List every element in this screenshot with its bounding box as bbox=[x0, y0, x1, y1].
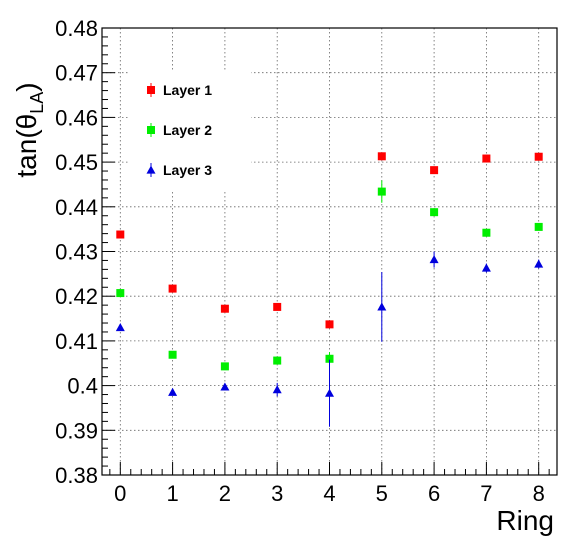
legend-label: Layer 3 bbox=[163, 162, 212, 178]
x-tick-label: 4 bbox=[323, 481, 335, 506]
data-point bbox=[168, 350, 177, 359]
data-point bbox=[116, 230, 125, 239]
data-point bbox=[534, 152, 543, 161]
axes: 0 1 2 3 4 5 6 7 8 0.38 0.39 0.4 0.41 0.42 0.43 0.44 0.45… bbox=[55, 16, 550, 506]
series-layer bbox=[115, 152, 544, 427]
data-point bbox=[220, 304, 229, 313]
y-tick-label: 0.44 bbox=[55, 195, 98, 220]
data-point bbox=[482, 228, 491, 237]
series-2 bbox=[116, 180, 543, 371]
y-tick-label: 0.38 bbox=[55, 463, 98, 488]
y-axis-title: tan(θLA) bbox=[11, 82, 47, 177]
data-point bbox=[534, 222, 543, 231]
y-axis-title-sub: LA bbox=[27, 92, 47, 114]
x-tick-label: 3 bbox=[271, 481, 283, 506]
x-tick-label: 1 bbox=[166, 481, 178, 506]
data-point bbox=[115, 322, 125, 332]
data-point bbox=[116, 289, 125, 298]
data-point bbox=[325, 320, 334, 329]
data-point bbox=[272, 385, 282, 394]
legend-label: Layer 1 bbox=[163, 82, 212, 98]
data-point bbox=[168, 284, 177, 293]
data-point bbox=[482, 154, 491, 163]
y-tick-label: 0.46 bbox=[55, 105, 98, 130]
x-tick-label: 2 bbox=[219, 481, 231, 506]
data-point bbox=[481, 263, 491, 272]
x-tick-label: 0 bbox=[114, 481, 126, 506]
data-point bbox=[429, 255, 439, 264]
series-1 bbox=[116, 152, 543, 329]
y-tick-label: 0.39 bbox=[55, 418, 98, 443]
y-tick-label: 0.45 bbox=[55, 150, 98, 175]
data-point bbox=[220, 382, 230, 391]
data-point bbox=[377, 152, 386, 161]
legend-label: Layer 2 bbox=[163, 122, 212, 138]
y-tick-label: 0.47 bbox=[55, 61, 98, 86]
y-axis-title-close: ) bbox=[11, 82, 42, 91]
series-3 bbox=[115, 251, 544, 427]
data-point bbox=[325, 388, 334, 397]
data-point bbox=[220, 362, 229, 371]
data-point bbox=[430, 166, 439, 175]
x-tick-label: 7 bbox=[480, 481, 492, 506]
data-point bbox=[377, 187, 386, 196]
y-axis-title-main: tan(θ bbox=[11, 114, 42, 178]
data-point bbox=[325, 354, 334, 363]
data-point bbox=[534, 259, 544, 268]
y-tick-label: 0.41 bbox=[55, 329, 98, 354]
data-point bbox=[430, 208, 439, 217]
data-point bbox=[168, 387, 178, 396]
x-tick-label: 6 bbox=[428, 481, 440, 506]
y-tick-label: 0.48 bbox=[55, 16, 98, 41]
data-point bbox=[273, 356, 282, 365]
data-point bbox=[377, 302, 387, 311]
legend: Layer 1 Layer 2 Layer 3 bbox=[146, 82, 212, 178]
y-tick-label: 0.42 bbox=[55, 284, 98, 309]
data-point bbox=[273, 302, 282, 311]
x-tick-label: 5 bbox=[376, 481, 388, 506]
x-tick-label: 8 bbox=[533, 481, 545, 506]
y-tick-label: 0.43 bbox=[55, 240, 98, 265]
x-axis-title: Ring bbox=[496, 505, 554, 536]
y-tick-label: 0.4 bbox=[67, 374, 98, 399]
